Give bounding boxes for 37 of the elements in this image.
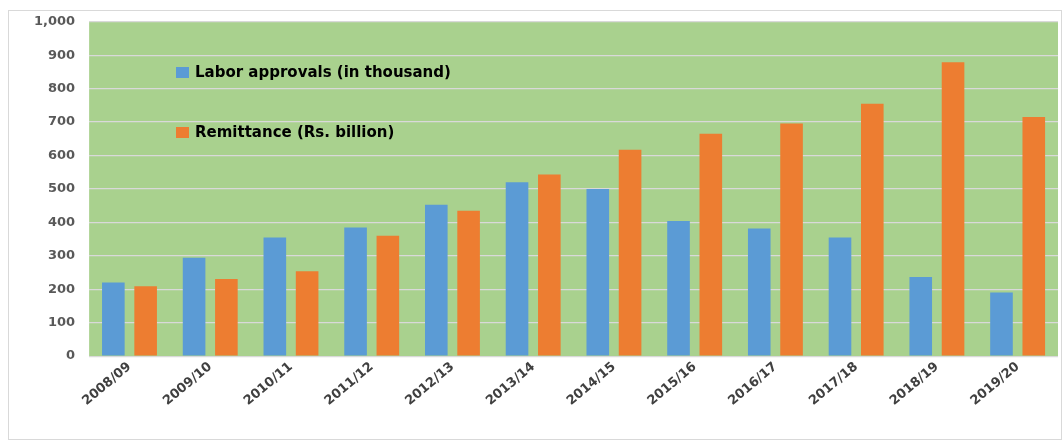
bar: [457, 210, 480, 356]
y-tick-label: 1,000: [34, 13, 76, 29]
bar: [909, 276, 933, 356]
legend-label: Labor approvals (in thousand): [195, 63, 451, 81]
bar: [667, 221, 690, 356]
bar: [505, 182, 529, 356]
y-tick-label: 900: [47, 46, 76, 62]
y-tick-label: 400: [47, 213, 76, 229]
bar: [860, 103, 884, 356]
y-tick-label: 100: [47, 314, 76, 330]
bar: [538, 174, 561, 356]
y-tick-label: 300: [47, 247, 76, 263]
bar: [425, 204, 448, 356]
bar: [1022, 117, 1046, 356]
bar: [990, 292, 1013, 356]
bar: [215, 278, 238, 356]
y-tick-label: 500: [47, 180, 76, 196]
y-tick-label: 0: [66, 347, 76, 363]
bar: [263, 237, 287, 356]
bar: [102, 282, 125, 356]
bar: [780, 123, 803, 356]
bar: [699, 133, 723, 356]
bar: [586, 188, 610, 356]
bar: [747, 228, 771, 356]
bar: [295, 271, 319, 356]
bar: [376, 235, 400, 356]
y-tick-label: 700: [47, 113, 76, 129]
bar: [828, 237, 852, 356]
bar: [941, 62, 965, 356]
legend-label: Remittance (Rs. billion): [195, 123, 395, 141]
y-tick-label: 600: [47, 146, 76, 162]
bar: [344, 227, 367, 356]
bar: [618, 149, 642, 356]
bar: [182, 257, 206, 356]
y-tick-label: 200: [47, 280, 76, 296]
bar: [134, 286, 157, 356]
y-tick-label: 800: [47, 80, 76, 96]
